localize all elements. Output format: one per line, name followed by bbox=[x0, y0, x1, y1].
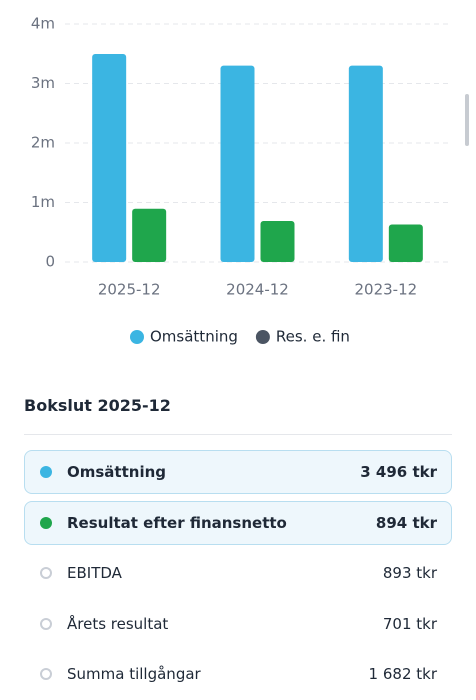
row-marker bbox=[40, 617, 52, 630]
bar bbox=[92, 53, 127, 262]
bar bbox=[132, 208, 167, 262]
x-tick-label: 2023-12 bbox=[354, 281, 417, 299]
y-tick-label: 0 bbox=[45, 253, 55, 271]
section-title: Bokslut 2025-12 bbox=[24, 396, 171, 415]
bar bbox=[388, 224, 423, 262]
row-value: 3 496 tkr bbox=[360, 463, 437, 481]
legend: Omsättning Res. e. fin bbox=[130, 328, 350, 346]
chart: 0 1m 2m 3m 4m 2025-12 2024-12 2023-12 Omsättning… bbox=[31, 15, 450, 346]
row-value: 701 tkr bbox=[382, 614, 437, 633]
y-tick-label: 2m bbox=[31, 134, 55, 152]
y-tick-label: 1m bbox=[31, 193, 55, 211]
row-label: Resultat efter finansnetto bbox=[67, 513, 287, 532]
list-row[interactable]: EBITDA 893 tkr bbox=[24, 551, 452, 595]
row-label: Omsättning bbox=[67, 463, 167, 481]
list-row[interactable]: Summa tillgångar 1 682 tkr bbox=[24, 652, 452, 696]
row-marker bbox=[40, 516, 52, 529]
row-label: EBITDA bbox=[67, 564, 122, 582]
scrollbar[interactable] bbox=[465, 94, 469, 146]
y-tick-label: 4m bbox=[31, 15, 55, 33]
legend-marker bbox=[130, 330, 144, 344]
legend-label: Omsättning bbox=[150, 328, 238, 346]
legend-label: Res. e. fin bbox=[276, 328, 350, 346]
list-row[interactable]: Omsättning 3 496 tkr bbox=[24, 450, 452, 494]
y-tick-label: 3m bbox=[31, 74, 55, 92]
divider bbox=[24, 434, 452, 435]
row-marker bbox=[40, 668, 52, 680]
row-marker bbox=[40, 567, 52, 579]
row-value: 894 tkr bbox=[375, 513, 437, 532]
x-tick-label: 2025-12 bbox=[98, 281, 161, 299]
row-value: 1 682 tkr bbox=[368, 665, 437, 683]
bar bbox=[348, 65, 383, 263]
list-row[interactable]: Årets resultat 701 tkr bbox=[24, 602, 452, 646]
legend-marker bbox=[255, 330, 270, 344]
x-tick-label: 2024-12 bbox=[226, 281, 289, 299]
row-marker bbox=[40, 466, 52, 478]
row-value: 893 tkr bbox=[382, 564, 437, 582]
bar bbox=[220, 65, 255, 263]
row-label: Årets resultat bbox=[67, 614, 169, 633]
row-label: Summa tillgångar bbox=[67, 665, 201, 683]
bar bbox=[260, 220, 295, 262]
list-row[interactable]: Resultat efter finansnetto 894 tkr bbox=[24, 500, 452, 545]
